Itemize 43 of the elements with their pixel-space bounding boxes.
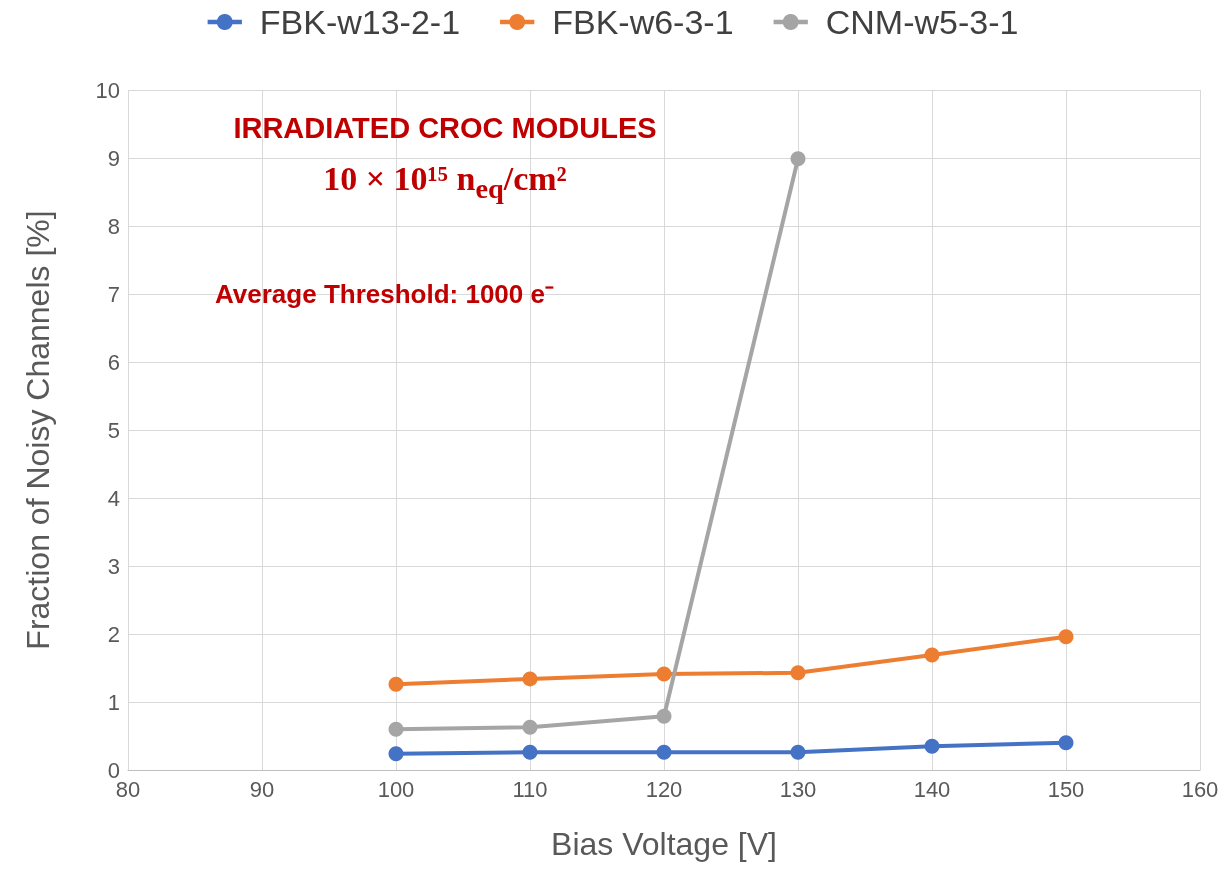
point	[656, 744, 672, 760]
y-tick-label: 4	[107, 485, 120, 511]
y-tick-label: 8	[107, 213, 120, 239]
y-tick-label: 6	[107, 349, 120, 375]
point	[790, 151, 806, 167]
x-tick-label: 140	[913, 776, 951, 802]
point	[522, 671, 538, 687]
y-tick-label: 9	[107, 145, 120, 171]
x-tick-label: 110	[512, 776, 548, 802]
y-tick-label: 10	[95, 77, 120, 103]
x-tick-label: 130	[779, 776, 817, 802]
x-tick-label: 90	[249, 776, 275, 802]
y-tick-label: 2	[107, 621, 120, 647]
point	[924, 647, 940, 663]
x-tick-label: 120	[645, 776, 683, 802]
point	[790, 665, 806, 681]
y-axis-title: Fraction of Noisy Channels [%]	[20, 210, 56, 650]
y-tick-label: 0	[107, 757, 120, 783]
point	[656, 666, 672, 682]
y-tick-label: 1	[107, 689, 120, 715]
y-tick-label: 5	[107, 417, 120, 443]
annotation: 10 × 10¹⁵ n$_{eq}$/cm²	[322, 160, 568, 205]
point	[656, 708, 672, 724]
point	[522, 719, 538, 735]
point	[790, 744, 806, 760]
point	[522, 744, 538, 760]
annotation: Average Threshold: 1000 e⁻	[215, 278, 554, 311]
x-axis-title: Bias Voltage [V]	[551, 826, 777, 862]
point	[388, 676, 404, 692]
x-tick-label: 150	[1047, 776, 1085, 802]
point	[388, 721, 404, 737]
x-tick-label: 100	[377, 776, 415, 802]
point	[388, 746, 404, 762]
legend-label: CNM-w5-3-1	[825, 3, 1019, 41]
point	[1058, 735, 1074, 751]
x-tick-label: 160	[1181, 776, 1219, 802]
point	[1058, 629, 1074, 645]
y-tick-label: 3	[107, 553, 120, 579]
legend-label: FBK-w6-3-1	[552, 3, 734, 41]
annotation: IRRADIATED CROC MODULES	[232, 112, 658, 145]
legend-label: FBK-w13-2-1	[259, 3, 461, 41]
point	[924, 738, 940, 754]
y-tick-label: 7	[107, 281, 120, 307]
